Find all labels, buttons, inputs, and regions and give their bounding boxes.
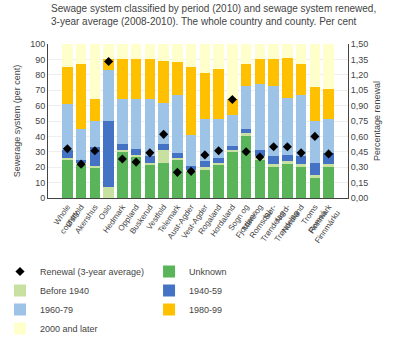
svg-text:1,50: 1,50 xyxy=(351,39,369,49)
svg-text:80: 80 xyxy=(35,70,45,80)
svg-text:TromsRomsá: TromsRomsá xyxy=(298,202,329,234)
svg-text:0,00: 0,00 xyxy=(351,193,369,203)
svg-text:1,05: 1,05 xyxy=(351,85,369,95)
svg-text:Vestfold: Vestfold xyxy=(145,203,169,231)
svg-text:Oslo: Oslo xyxy=(97,202,114,221)
svg-text:Sogn ogFjordane: Sogn ogFjordane xyxy=(226,202,260,239)
svg-text:100: 100 xyxy=(30,39,45,49)
svg-text:Sewage system classified by pe: Sewage system classified by period (2010… xyxy=(51,3,376,27)
svg-text:Akershus: Akershus xyxy=(73,203,100,235)
svg-text:0,15: 0,15 xyxy=(351,178,369,188)
svg-text:FinnmarkFinnmárku: FinnmarkFinnmárku xyxy=(304,202,342,245)
svg-text:20: 20 xyxy=(35,162,45,172)
svg-text:Before 1940: Before 1940 xyxy=(40,286,89,296)
svg-text:Sewerage system (per cent): Sewerage system (per cent) xyxy=(12,65,22,178)
svg-text:1,35: 1,35 xyxy=(351,55,369,65)
svg-text:30: 30 xyxy=(35,147,45,157)
svg-text:Østfold: Østfold xyxy=(64,203,86,229)
svg-text:Møre ogRomsdal: Møre ogRomsdal xyxy=(239,203,273,240)
svg-text:Wholecountry: Wholecountry xyxy=(50,202,81,235)
svg-text:1980-99: 1980-99 xyxy=(189,305,222,315)
svg-text:10: 10 xyxy=(35,178,45,188)
svg-text:Unknown: Unknown xyxy=(189,267,227,277)
svg-text:Telemark: Telemark xyxy=(156,202,183,235)
svg-text:Aust-Agder: Aust-Agder xyxy=(166,203,197,241)
svg-text:1960-79: 1960-79 xyxy=(40,305,73,315)
svg-text:0,30: 0,30 xyxy=(351,162,369,172)
svg-text:90: 90 xyxy=(35,55,45,65)
svg-text:0: 0 xyxy=(40,193,45,203)
svg-text:70: 70 xyxy=(35,85,45,95)
svg-text:Nord-Trøndelag: Nord-Trøndelag xyxy=(264,203,301,244)
svg-text:1940-59: 1940-59 xyxy=(189,286,222,296)
svg-text:Nordland: Nordland xyxy=(280,203,306,235)
svg-text:Sør-Trøndelag: Sør-Trøndelag xyxy=(250,203,287,244)
svg-text:0,45: 0,45 xyxy=(351,147,369,157)
svg-text:0,60: 0,60 xyxy=(351,132,369,142)
svg-text:2000 and later: 2000 and later xyxy=(40,324,98,334)
svg-text:Hordaland: Hordaland xyxy=(209,203,238,238)
svg-text:Renewal (3-year average): Renewal (3-year average) xyxy=(40,267,144,277)
svg-text:Vest-Agder: Vest-Agder xyxy=(180,203,210,241)
svg-text:1,20: 1,20 xyxy=(351,70,369,80)
svg-text:50: 50 xyxy=(35,116,45,126)
svg-text:60: 60 xyxy=(35,101,45,111)
svg-text:0,75: 0,75 xyxy=(351,116,369,126)
svg-text:40: 40 xyxy=(35,132,45,142)
svg-text:Buskerud: Buskerud xyxy=(128,203,155,236)
svg-text:Percentage renewal: Percentage renewal xyxy=(373,81,383,161)
svg-text:Hedmark: Hedmark xyxy=(101,202,128,235)
svg-text:Oppland: Oppland xyxy=(116,203,141,233)
svg-text:Rogaland: Rogaland xyxy=(197,203,224,236)
svg-text:0,90: 0,90 xyxy=(351,101,369,111)
